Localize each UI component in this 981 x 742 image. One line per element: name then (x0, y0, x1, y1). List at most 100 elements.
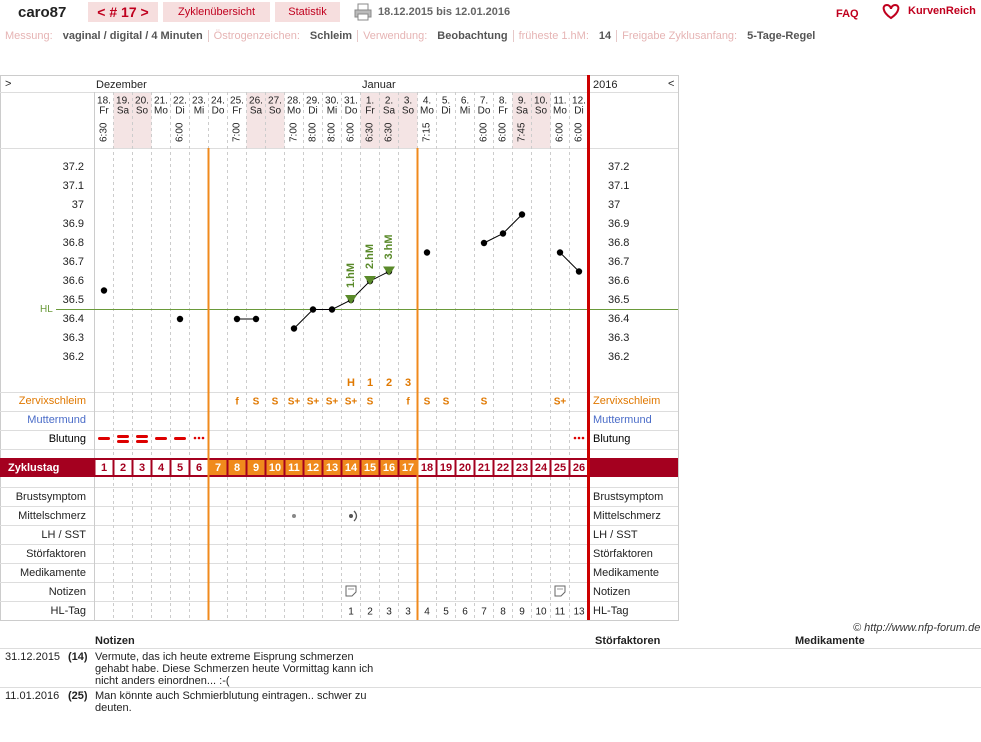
hl-day: 3 (386, 607, 392, 618)
row-label: LH / SST (41, 529, 86, 541)
faq-link[interactable]: FAQ (836, 8, 859, 20)
mucus-symbol: S+ (326, 397, 339, 408)
time-label: 7:00 (289, 122, 300, 142)
date-label: 24. (211, 96, 225, 107)
cycle-day-cell (304, 460, 322, 475)
y-tick-label: 36.2 (63, 351, 84, 363)
y-tick-label: 36.2 (608, 351, 629, 363)
date-label: 22. (173, 96, 187, 107)
cycle-day: 21 (478, 462, 490, 474)
cycle-day-cell (418, 460, 436, 475)
y-tick-label: 36.4 (608, 313, 629, 325)
y-tick-label: 37 (608, 199, 620, 211)
tab[interactable]: Statistik (275, 2, 340, 22)
logo-icon (882, 3, 900, 20)
cycle-day-cell (399, 460, 417, 475)
spotting-icon (577, 436, 581, 440)
hl-day: 4 (424, 607, 430, 618)
y-tick-label: 37.2 (63, 161, 84, 173)
mucus-symbol: S (272, 397, 279, 408)
weekday-label: Mo (287, 106, 301, 117)
temperature-point (252, 315, 260, 323)
row-label: Medikamente (593, 567, 659, 579)
cycle-day: 14 (345, 462, 358, 474)
y-tick-label: 36.9 (63, 218, 84, 230)
logo-text[interactable]: KurvenReich (908, 5, 976, 17)
y-tick-label: 36.3 (63, 332, 84, 344)
tab[interactable]: Zyklenübersicht (163, 2, 270, 22)
setting-value: Beobachtung (437, 30, 508, 42)
setting-value: vaginal / digital / 4 Minuten (62, 30, 203, 42)
cycle-day: 9 (253, 462, 259, 474)
bleeding-icon (136, 440, 148, 443)
cycle-day: 15 (364, 462, 376, 474)
mucus-symbol: S+ (554, 397, 567, 408)
pain-icon (353, 510, 358, 522)
date-label: 12. (572, 96, 586, 107)
row-label: Notizen (593, 586, 630, 598)
print-icon[interactable] (354, 3, 372, 21)
setting: Messung: vaginal / digital / 4 Minuten (5, 30, 208, 42)
column-shade (113, 92, 133, 148)
setting-value: Schleim (309, 30, 353, 42)
cycle-day-cell (380, 460, 398, 475)
row-label: HL-Tag (593, 605, 628, 617)
date-label: 2. (385, 96, 393, 107)
date-label: 19. (116, 96, 130, 107)
weekday-label: Di (308, 106, 317, 117)
date-label: 30. (325, 96, 339, 107)
setting-label: Freigabe Zyklusanfang: (622, 30, 738, 42)
y-tick-label: 36.7 (63, 256, 84, 268)
y-tick-label: 36.6 (608, 275, 629, 287)
row-label: Mittelschmerz (18, 510, 86, 522)
row-label: LH / SST (593, 529, 638, 541)
hl-day: 2 (367, 607, 373, 618)
temperature-point (423, 249, 431, 256)
weekday-label: So (402, 106, 415, 117)
cycle-day: 2 (120, 462, 126, 474)
cycle-day: 20 (459, 462, 471, 474)
cycle-day: 17 (402, 462, 414, 474)
time-label: 7:15 (422, 122, 433, 142)
pain-icon (349, 514, 353, 518)
cycle-day: 16 (383, 462, 395, 474)
hl-day: 7 (481, 607, 487, 618)
spotting-icon (573, 436, 577, 440)
temperature-point (328, 306, 336, 313)
row-label: Störfaktoren (26, 548, 86, 560)
cycle-day: 19 (440, 462, 452, 474)
row-label: Medikamente (20, 567, 86, 579)
cycle-day: 12 (307, 462, 319, 474)
cycle-day: 23 (516, 462, 528, 474)
hl-day: 1 (348, 607, 354, 618)
cycle-day-cell (570, 460, 588, 475)
date-label: 18. (97, 96, 111, 107)
hl-day: 6 (462, 607, 468, 618)
note-day: (25) (68, 690, 88, 702)
weekday-label: Mi (460, 106, 471, 117)
copyright: © http://www.nfp-forum.de (853, 622, 981, 634)
evaluation-label: 3 (405, 377, 411, 389)
hl-day: 11 (555, 607, 566, 618)
cycle-day-cell (266, 460, 284, 475)
mucus-symbol: S+ (345, 397, 358, 408)
note-day: (14) (68, 651, 88, 663)
column-shade (512, 92, 532, 148)
logo-heart (882, 3, 900, 20)
weekday-label: Fr (232, 106, 242, 117)
y-tick-label: 37.2 (608, 161, 629, 173)
cycle-nav[interactable]: < # 17 > (88, 2, 158, 22)
y-tick-label: 36.8 (63, 237, 84, 249)
time-label: 6:00 (346, 122, 357, 142)
nav-button: > (5, 78, 11, 90)
setting-value: 5-Tage-Regel (747, 30, 816, 42)
row-label: Notizen (49, 586, 86, 598)
cycle-day-cell (190, 460, 208, 475)
date-range: 18.12.2015 bis 12.01.2016 (378, 6, 511, 18)
weekday-label: Sa (250, 106, 263, 117)
date-label: 11. (553, 96, 566, 107)
setting: Verwendung: Beobachtung (357, 30, 513, 42)
notes-header: Störfaktoren (595, 635, 661, 647)
time-label: 8:00 (308, 122, 319, 142)
cycle-day: 11 (288, 462, 300, 474)
